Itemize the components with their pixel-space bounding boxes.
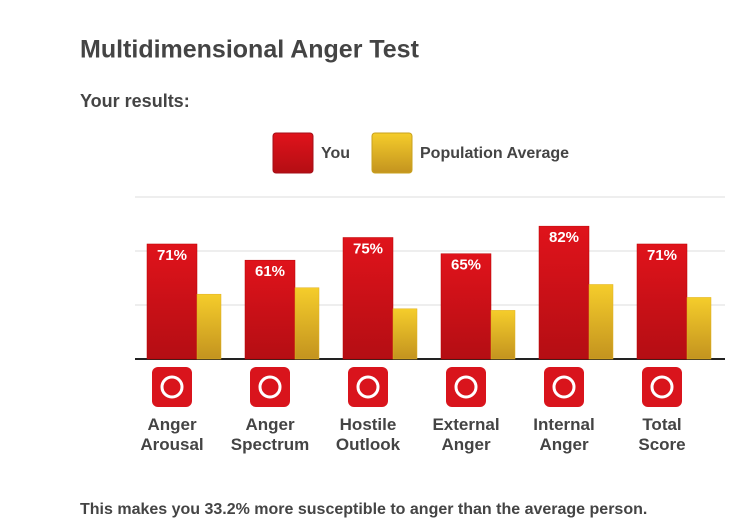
icon-glyph bbox=[160, 375, 184, 399]
data-label: 61% bbox=[255, 263, 285, 280]
category-icon bbox=[152, 367, 192, 407]
category-icon bbox=[642, 367, 682, 407]
x-tick-label: Anger Arousal bbox=[140, 415, 204, 454]
data-label: 75% bbox=[353, 240, 383, 257]
subtitle: Your results: bbox=[80, 91, 190, 111]
bar bbox=[588, 284, 614, 360]
footnote: This makes you 33.2% more susceptible to… bbox=[80, 501, 647, 518]
data-label: 65% bbox=[451, 257, 481, 274]
bar bbox=[686, 297, 712, 360]
x-tick-label: Internal Anger bbox=[533, 415, 595, 454]
category-icon bbox=[446, 367, 486, 407]
chart-title: Multidimensional Anger Test bbox=[80, 36, 420, 64]
bar bbox=[538, 225, 590, 360]
x-tick-label: Anger Spectrum bbox=[230, 415, 310, 454]
bar bbox=[244, 259, 296, 360]
legend-label: Population Average bbox=[420, 145, 569, 162]
data-label: 71% bbox=[157, 247, 187, 264]
legend-swatch bbox=[371, 132, 413, 174]
icon-glyph bbox=[650, 375, 674, 399]
bar bbox=[146, 243, 198, 360]
icon-glyph bbox=[258, 375, 282, 399]
category-icon bbox=[250, 367, 290, 407]
icon-glyph bbox=[356, 375, 380, 399]
legend-label: You bbox=[321, 145, 350, 162]
x-tick-label: Hostile Outlook bbox=[335, 415, 401, 454]
bar bbox=[342, 237, 394, 360]
bar bbox=[636, 243, 688, 360]
category-icon bbox=[348, 367, 388, 407]
bar bbox=[196, 293, 222, 360]
icon-glyph bbox=[454, 375, 478, 399]
bar bbox=[490, 310, 516, 360]
legend-swatch bbox=[272, 132, 314, 174]
bar bbox=[392, 308, 418, 360]
x-tick-label: Total Score bbox=[638, 415, 686, 454]
bar bbox=[440, 253, 492, 360]
data-label: 82% bbox=[549, 229, 579, 246]
icon-glyph bbox=[552, 375, 576, 399]
bar bbox=[294, 287, 320, 360]
category-icon bbox=[544, 367, 584, 407]
x-tick-label: External Anger bbox=[432, 415, 500, 454]
data-label: 71% bbox=[647, 247, 677, 264]
